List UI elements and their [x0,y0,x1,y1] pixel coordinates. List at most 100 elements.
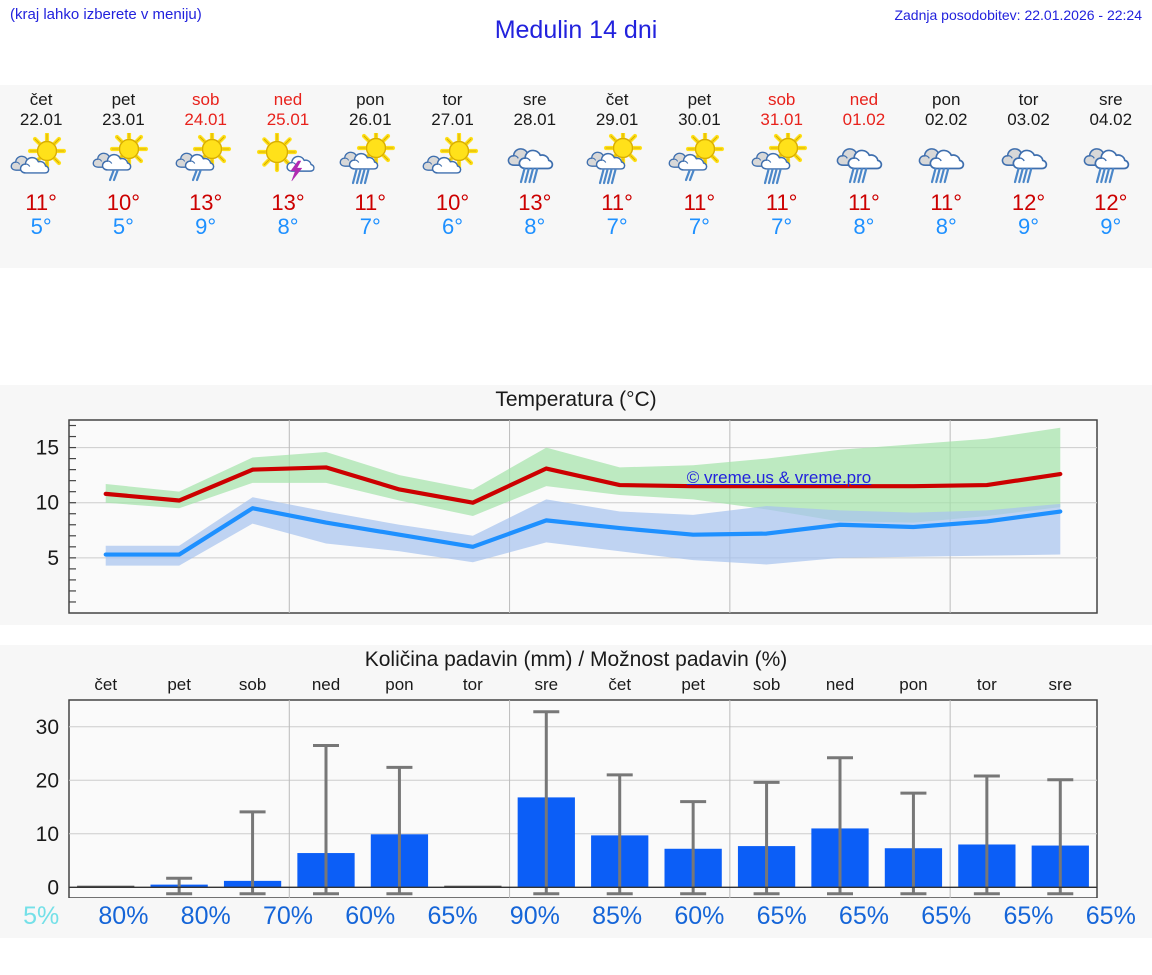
sun-behind-rain-cloud-icon [668,133,730,189]
temperature-chart-title: Temperatura (°C) [495,388,657,411]
precipitation-probability-13: 65% [1085,902,1136,930]
day-max-temperature: 13° [189,190,223,215]
day-min-temperature: 8° [935,214,957,239]
day-min-temperature: 7° [359,214,381,239]
day-date: 01.02 [842,110,886,129]
day-name: ned [273,90,303,109]
svg-text:0: 0 [47,876,59,899]
day-max-temperature: 11° [25,190,57,215]
precipitation-probability-8: 60% [674,902,725,930]
day-column-26-01[interactable]: pon 26.01 11° 7° [329,85,411,268]
day-max-temperature: 11° [848,190,880,215]
precipitation-chart: čet pet sob ned pon tor sre čet pet sob ned pon tor s… [36,675,1098,899]
day-max-temperature: 10° [106,190,141,215]
day-column-23-01[interactable]: pet 23.01 10° 5° [82,85,164,268]
svg-text:tor: tor [977,675,997,694]
svg-text:30: 30 [36,716,59,739]
day-column-02-02[interactable]: pon 02.02 11° 8° [905,85,987,268]
svg-text:5: 5 [47,547,59,570]
day-date: 28.01 [513,110,557,129]
svg-text:sre: sre [534,675,558,694]
day-min-temperature: 8° [853,214,875,239]
page-title: Medulin 14 dni [494,16,658,44]
rain-cloud-icon [833,133,895,189]
svg-text:pon: pon [385,675,413,694]
svg-text:sob: sob [239,675,266,694]
temperature-chart: 5 10 15 [36,419,1098,614]
day-max-temperature: 11° [354,190,387,215]
day-max-temperature: 11° [683,190,716,215]
day-min-temperature: 9° [1017,214,1040,239]
sun-behind-rain-cloud-icon [92,133,154,189]
day-name: tor [1018,90,1039,109]
day-name: pet [687,90,712,109]
sun-behind-cloud-icon [10,133,72,189]
svg-text:sob: sob [753,675,780,694]
day-date: 31.01 [760,110,803,129]
svg-text:ned: ned [826,675,854,694]
sun-behind-cloud-icon [422,133,484,189]
svg-text:pon: pon [899,675,927,694]
day-date: 23.01 [102,110,145,129]
svg-text:čet: čet [608,675,631,694]
precipitation-probability-12: 65% [1003,902,1054,930]
day-max-temperature: 13° [271,190,305,215]
precipitation-probability-7: 85% [592,902,643,930]
daily-summary-panel-background [0,85,1152,268]
day-min-temperature: 7° [771,214,793,239]
day-column-24-01[interactable]: sob 24.01 13° 9° [165,85,247,268]
day-date: 24.01 [184,110,227,129]
svg-text:tor: tor [463,675,483,694]
day-max-temperature: 11° [765,190,798,215]
day-date: 26.01 [348,110,392,129]
svg-text:pet: pet [681,675,705,694]
day-name: sob [767,90,796,109]
svg-text:10: 10 [36,492,59,515]
day-column-25-01[interactable]: ned 25.01 13° 8° [247,85,329,268]
day-column-03-02[interactable]: tor 03.02 12° 9° [987,85,1069,268]
precipitation-probability-0: 5% [23,902,60,930]
rain-cloud-icon [504,133,566,189]
precipitation-probability-4: 60% [345,902,396,930]
day-date: 22.01 [19,110,63,129]
day-min-temperature: 8° [277,214,299,239]
svg-text:20: 20 [36,769,59,792]
day-min-temperature: 5° [112,214,134,239]
day-column-30-01[interactable]: pet 30.01 11° 7° [658,85,740,268]
day-min-temperature: 7° [688,214,710,239]
day-max-temperature: 12° [1094,190,1128,215]
menu-hint-text: (kraj lahko izberete v meniju) [10,6,202,23]
day-name: pet [111,90,136,109]
day-column-01-02[interactable]: ned 01.02 11° 8° [823,85,905,268]
precipitation-probability-3: 70% [262,902,313,930]
day-date: 30.01 [678,110,721,129]
daily-forecast-strip: čet 22.01 11° 5° pet 23.01 10° 5° sob 24.01 13°… [0,85,1152,268]
svg-text:10: 10 [36,823,59,846]
day-min-temperature: 5° [30,214,52,239]
day-name: sob [191,90,220,109]
day-column-31-01[interactable]: sob 31.01 11° 7° [741,85,823,268]
precipitation-probability-10: 65% [838,902,889,930]
precipitation-probability-6: 90% [509,902,560,930]
precipitation-chart-title: Količina padavin (mm) / Možnost padavin … [364,648,788,671]
svg-text:ned: ned [312,675,340,694]
day-date: 04.02 [1089,110,1133,129]
day-column-04-02[interactable]: sre 04.02 12° 9° [1070,85,1152,268]
precipitation-probability-9: 65% [756,902,807,930]
day-name: tor [442,90,463,109]
rain-cloud-icon [915,133,977,189]
day-column-29-01[interactable]: čet 29.01 11° 7° [576,85,658,268]
sun-behind-heavy-rain-cloud-icon [586,133,648,189]
precipitation-probability-5: 65% [427,902,478,930]
day-column-28-01[interactable]: sre 28.01 13° 8° [494,85,576,268]
day-name: čet [29,90,53,109]
day-column-27-01[interactable]: tor 27.01 10° 6° [411,85,493,268]
day-column-22-01[interactable]: čet 22.01 11° 5° [0,85,82,268]
last-update-text: Zadnja posodobitev: 22.01.2026 - 22:24 [894,7,1142,23]
day-name: pon [356,90,385,109]
day-max-temperature: 11° [601,190,633,215]
page-header: (kraj lahko izberete v meniju) Medulin 1… [0,0,1152,84]
sun-behind-thunderstorm-icon [256,133,319,189]
day-date: 25.01 [266,110,310,129]
